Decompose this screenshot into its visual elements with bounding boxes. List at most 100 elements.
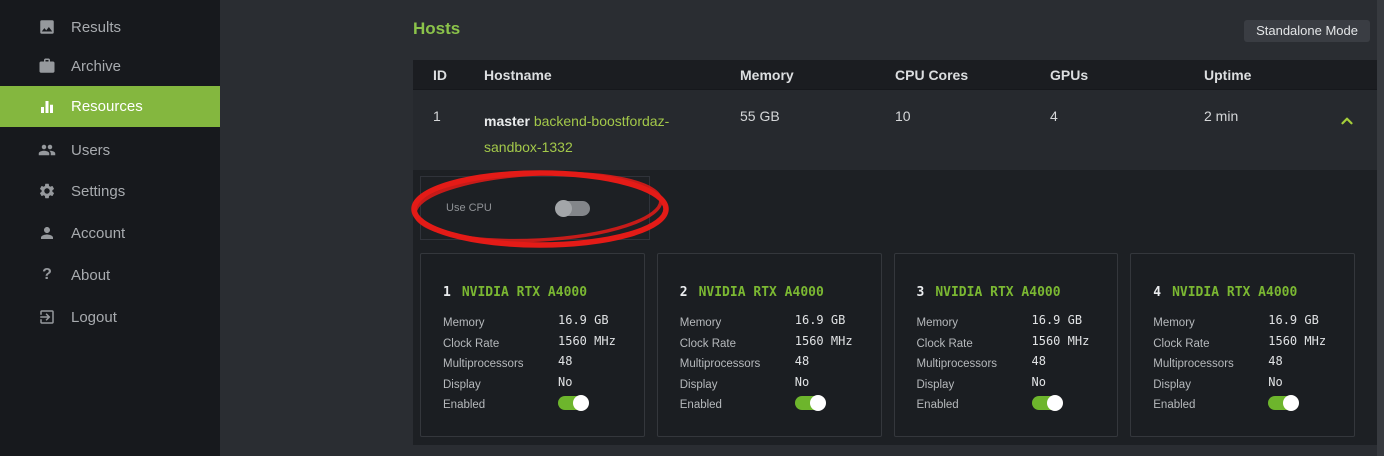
sidebar-item-label: Archive: [71, 57, 122, 75]
gpu-name: NVIDIA RTX A4000: [935, 285, 1061, 300]
archive-icon: [38, 57, 56, 75]
gpu-enabled-label: Enabled: [1153, 399, 1196, 411]
gpu-enabled-toggle[interactable]: [794, 395, 826, 411]
gpu-multiprocessors-value: 48: [1031, 354, 1046, 368]
gpu-card-rows: Memory 16.9 GB Clock Rate 1560 MHz Multipr…: [443, 313, 634, 416]
column-header-uptime: Uptime: [1204, 67, 1252, 83]
gpu-card: 4 NVIDIA RTX A4000 Memory 16.9 GB Clock Ra…: [1130, 253, 1355, 437]
gpu-display-value: No: [794, 374, 810, 389]
host-role-label: master: [484, 113, 530, 129]
gpu-enabled-toggle[interactable]: [558, 395, 589, 411]
gpu-card-rows: Memory 16.9 GB Clock Rate 1560 MHz Multipr…: [1153, 313, 1344, 416]
gpu-display-value: No: [1268, 374, 1283, 389]
vertical-scrollbar[interactable]: [1377, 0, 1384, 456]
gpu-clock-label: Clock Rate: [443, 337, 500, 350]
column-header-hostname: Hostname: [484, 67, 552, 83]
toggle-thumb: [809, 395, 826, 411]
host-table-row[interactable]: 1 master backend-boostfordaz-sandbox-133…: [413, 90, 1377, 170]
sidebar-item-archive[interactable]: Archive: [0, 46, 220, 86]
column-header-id: ID: [433, 67, 447, 83]
gpu-display-label: Display: [1153, 378, 1191, 391]
gpu-display-label: Display: [443, 378, 481, 391]
gpu-name: NVIDIA RTX A4000: [461, 285, 588, 300]
column-header-gpus: GPUs: [1050, 67, 1089, 83]
gpu-clock-value: 1560 MHz: [1268, 333, 1327, 348]
gpu-enabled-label: Enabled: [443, 399, 486, 411]
toggle-thumb: [573, 395, 589, 411]
gpu-index: 1: [443, 285, 451, 300]
use-cpu-toggle[interactable]: [555, 200, 590, 217]
host-cpu-cores: 10: [895, 108, 911, 124]
gpu-memory-value: 16.9 GB: [558, 313, 609, 327]
gpu-name: NVIDIA RTX A4000: [1172, 285, 1298, 300]
gpu-card: 3 NVIDIA RTX A4000 Memory 16.9 GB Clock Ra…: [893, 253, 1119, 437]
gpu-memory-label: Memory: [1153, 317, 1195, 329]
gpu-index: 2: [679, 285, 688, 300]
gpu-clock-value: 1560 MHz: [794, 333, 853, 348]
users-icon: [38, 141, 56, 159]
sidebar-item-label: Logout: [71, 308, 117, 326]
gpu-display-value: No: [1031, 374, 1046, 389]
page-title: Hosts: [413, 19, 461, 38]
gpu-enabled-label: Enabled: [916, 399, 959, 411]
use-cpu-label: Use CPU: [446, 202, 492, 214]
gpu-enabled-toggle[interactable]: [1031, 395, 1063, 411]
sidebar-item-results[interactable]: Results: [0, 7, 220, 47]
gpu-card-header: 4 NVIDIA RTX A4000: [1153, 285, 1297, 300]
gpu-card-header: 2 NVIDIA RTX A4000: [680, 285, 824, 300]
host-name-cell: master backend-boostfordaz-sandbox-1332: [484, 108, 696, 160]
sidebar-item-logout[interactable]: Logout: [0, 297, 220, 337]
gpu-clock-label: Clock Rate: [1153, 337, 1210, 350]
gpu-display-label: Display: [916, 378, 955, 391]
sidebar-item-resources[interactable]: Resources: [0, 86, 220, 127]
gpu-enabled-label: Enabled: [679, 399, 722, 411]
hosts-table: ID Hostname Memory CPU Cores GPUs Uptime…: [413, 60, 1377, 445]
gpu-enabled-toggle[interactable]: [1268, 395, 1300, 411]
gpu-multiprocessors-value: 48: [794, 354, 810, 368]
gpu-clock-value: 1560 MHz: [558, 333, 616, 348]
gpu-clock-value: 1560 MHz: [1031, 333, 1090, 348]
gpu-index: 3: [916, 285, 925, 300]
gpu-multiprocessors-value: 48: [1268, 354, 1283, 368]
host-gpus: 4: [1050, 108, 1058, 124]
gpu-multiprocessors-label: Multiprocessors: [443, 358, 524, 370]
sidebar-item-users[interactable]: Users: [0, 130, 220, 170]
main-content: Hosts Standalone Mode ID Hostname Memory…: [220, 0, 1384, 456]
gpu-display-label: Display: [679, 378, 718, 391]
host-name-link[interactable]: backend-boostfordaz-sandbox-1332: [484, 113, 670, 155]
host-detail-panel: Use CPU 1 NVIDIA RTX A4000 Memory 16.9 GB …: [413, 170, 1377, 445]
toggle-thumb: [1283, 395, 1300, 411]
gpu-memory-label: Memory: [443, 317, 485, 329]
logout-icon: [38, 308, 56, 326]
standalone-mode-button[interactable]: Standalone Mode: [1244, 20, 1370, 42]
gpu-card-rows: Memory 16.9 GB Clock Rate 1560 MHz Multipr…: [917, 313, 1108, 416]
sidebar-item-about[interactable]: ? About: [0, 255, 220, 295]
gpu-card-header: 1 NVIDIA RTX A4000: [443, 285, 587, 300]
resources-icon: [38, 98, 56, 116]
host-id: 1: [433, 108, 441, 124]
sidebar-item-label: About: [71, 266, 111, 284]
question-mark-icon: ?: [42, 266, 52, 283]
gpu-card-header: 3 NVIDIA RTX A4000: [917, 285, 1061, 300]
host-uptime: 2 min: [1204, 108, 1239, 124]
gpu-multiprocessors-value: 48: [558, 354, 573, 368]
sidebar-item-settings[interactable]: Settings: [0, 171, 220, 211]
toggle-thumb: [1046, 395, 1063, 411]
gpu-multiprocessors-label: Multiprocessors: [916, 358, 998, 370]
use-cpu-box: Use CPU: [420, 176, 650, 240]
gpu-name: NVIDIA RTX A4000: [698, 285, 824, 300]
gpu-memory-value: 16.9 GB: [1031, 313, 1083, 327]
gpu-memory-label: Memory: [916, 317, 959, 329]
hosts-table-header: ID Hostname Memory CPU Cores GPUs Uptime: [413, 60, 1377, 90]
gpu-multiprocessors-label: Multiprocessors: [679, 358, 761, 370]
sidebar: Results Archive Resources Users: [0, 0, 220, 456]
gpu-memory-value: 16.9 GB: [794, 313, 846, 327]
sidebar-item-account[interactable]: Account: [0, 213, 220, 253]
chevron-up-icon[interactable]: [1338, 112, 1356, 130]
gpu-card: 1 NVIDIA RTX A4000 Memory 16.9 GB Clock Ra…: [420, 253, 645, 437]
column-header-cpu-cores: CPU Cores: [895, 67, 969, 83]
gpu-index: 4: [1153, 285, 1162, 300]
toggle-thumb: [555, 200, 572, 217]
